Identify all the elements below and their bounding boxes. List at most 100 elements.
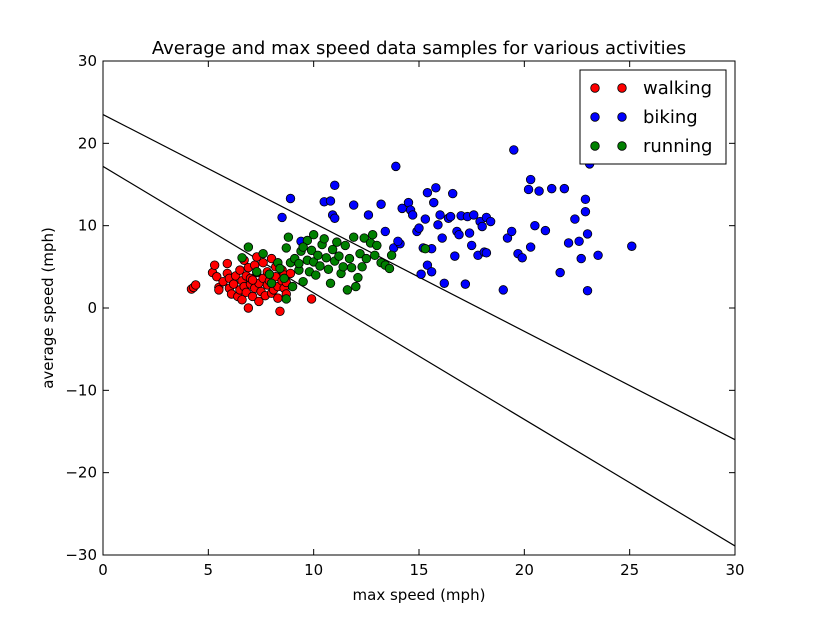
point-running	[361, 253, 372, 264]
legend-marker	[617, 83, 627, 93]
point-biking	[407, 210, 418, 220]
point-running	[298, 276, 308, 287]
data-points	[186, 145, 637, 316]
point-running	[348, 232, 359, 242]
point-biking	[460, 279, 471, 289]
point-running	[323, 264, 334, 275]
chart-title: Average and max speed data samples for v…	[152, 38, 686, 59]
y-tick-label: 20	[78, 134, 97, 152]
point-walking	[306, 294, 317, 304]
point-walking	[212, 272, 222, 282]
point-biking	[559, 183, 570, 194]
point-biking	[502, 233, 513, 243]
point-running	[315, 261, 325, 271]
point-running	[340, 240, 350, 251]
point-running	[302, 235, 313, 246]
point-biking	[431, 183, 441, 193]
point-running	[332, 237, 342, 247]
point-biking	[448, 188, 458, 199]
point-biking	[498, 285, 508, 295]
point-biking	[380, 226, 390, 237]
point-biking	[285, 193, 296, 204]
point-walking	[285, 268, 296, 279]
point-biking	[325, 196, 336, 206]
point-running	[359, 233, 369, 243]
point-running	[334, 251, 344, 261]
point-biking	[509, 145, 519, 155]
point-running	[283, 232, 294, 242]
point-running	[357, 262, 367, 272]
x-tick-label: 20	[515, 561, 534, 579]
point-biking	[422, 260, 433, 270]
point-running	[313, 250, 323, 261]
point-running	[346, 262, 357, 273]
x-tick-label: 0	[98, 561, 108, 579]
point-running	[325, 278, 336, 289]
point-biking	[555, 267, 565, 278]
point-running	[370, 250, 380, 261]
legend-marker	[590, 112, 600, 122]
point-running	[281, 294, 291, 304]
point-walking	[275, 306, 285, 316]
point-biking	[469, 210, 479, 220]
x-tick-label: 5	[204, 561, 214, 579]
point-running	[319, 234, 329, 244]
point-walking	[214, 285, 224, 295]
legend-marker	[617, 141, 627, 151]
point-biking	[582, 229, 593, 239]
point-walking	[273, 293, 283, 303]
point-biking	[530, 220, 540, 231]
y-tick-label: 0	[87, 299, 97, 317]
point-biking	[593, 250, 603, 261]
point-running	[275, 263, 285, 274]
legend-item-walking: walking	[590, 78, 712, 99]
point-running	[264, 269, 275, 279]
point-biking	[464, 228, 475, 238]
y-tick-label: 30	[78, 52, 97, 70]
point-biking	[330, 213, 340, 223]
point-biking	[477, 221, 487, 232]
x-axis-ticks: 0 5 10 15 20 25 30	[98, 61, 745, 579]
point-biking	[445, 211, 456, 222]
x-tick-label: 25	[620, 561, 639, 579]
point-biking	[517, 253, 527, 263]
point-walking	[247, 275, 258, 285]
point-running	[420, 244, 431, 254]
point-running	[279, 273, 289, 284]
point-walking	[235, 265, 245, 275]
point-biking	[437, 233, 447, 243]
point-running	[353, 272, 363, 283]
point-biking	[277, 212, 287, 223]
point-running	[338, 262, 348, 272]
point-walking	[209, 260, 220, 270]
point-biking	[416, 269, 426, 279]
legend: walking biking running	[579, 69, 727, 165]
point-running	[372, 240, 382, 251]
legend-marker	[590, 83, 600, 93]
point-walking	[237, 295, 247, 305]
point-biking	[429, 197, 439, 208]
point-running	[252, 267, 262, 277]
point-running	[342, 285, 353, 295]
point-biking	[422, 188, 433, 198]
point-biking	[582, 286, 593, 296]
point-walking	[254, 296, 264, 307]
point-running	[311, 270, 321, 280]
point-biking	[574, 236, 584, 247]
reference-line-2	[103, 165, 735, 547]
point-running	[266, 278, 277, 289]
y-tick-label: 10	[78, 217, 97, 235]
point-biking	[525, 242, 536, 252]
x-tick-label: 10	[304, 561, 323, 579]
point-biking	[523, 184, 534, 195]
point-walking	[222, 258, 232, 269]
point-biking	[580, 206, 591, 217]
x-tick-label: 15	[409, 561, 428, 579]
point-biking	[525, 174, 536, 185]
point-biking	[576, 253, 586, 264]
point-running	[384, 263, 395, 274]
point-walking	[190, 280, 201, 290]
legend-label: biking	[643, 107, 698, 128]
point-running	[287, 281, 298, 292]
